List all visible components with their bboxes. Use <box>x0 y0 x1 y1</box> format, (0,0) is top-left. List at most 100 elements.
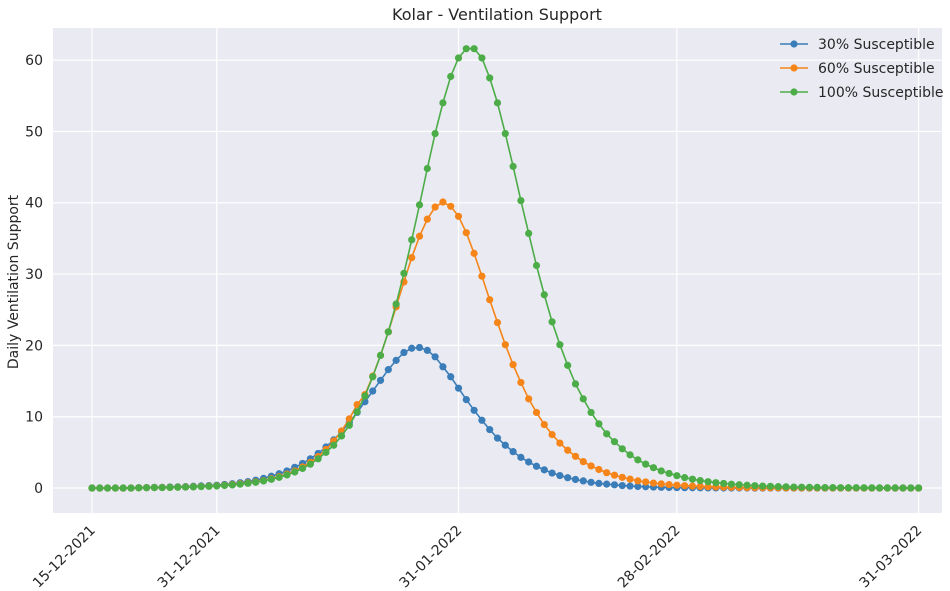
data-point <box>283 471 291 479</box>
data-point <box>720 479 728 488</box>
legend-label: 100% Susceptible <box>818 85 944 101</box>
data-point <box>642 478 650 486</box>
data-point <box>205 482 213 490</box>
data-point <box>298 464 307 473</box>
data-point <box>907 484 915 492</box>
data-point <box>681 474 689 482</box>
data-point <box>454 212 463 220</box>
data-point <box>665 481 673 489</box>
data-point <box>634 456 642 464</box>
data-point <box>532 261 541 270</box>
data-point <box>252 478 260 486</box>
data-point <box>603 469 611 477</box>
data-point <box>548 469 556 477</box>
grid-lines <box>53 28 942 513</box>
data-point <box>439 363 447 371</box>
data-point <box>634 482 642 491</box>
x-tick-label: 31-03-2022 <box>857 523 926 591</box>
data-point <box>119 484 127 492</box>
data-point <box>478 54 486 62</box>
legend-marker <box>790 88 798 96</box>
data-point <box>579 395 587 403</box>
data-point <box>439 198 447 206</box>
data-point <box>408 254 416 262</box>
data-point <box>618 445 626 453</box>
data-point <box>571 475 580 484</box>
data-point <box>431 353 439 361</box>
data-point <box>579 477 587 485</box>
data-point <box>540 291 548 299</box>
data-point <box>447 202 455 210</box>
data-point <box>681 482 689 490</box>
data-point <box>751 482 759 490</box>
data-point <box>556 341 564 349</box>
y-axis-ticks: 0 10 20 30 40 50 60 <box>25 53 43 497</box>
data-point <box>782 483 790 491</box>
data-point <box>345 421 353 429</box>
data-point <box>712 479 720 487</box>
data-point <box>595 420 603 428</box>
x-tick-label: 31-01-2022 <box>396 523 465 591</box>
data-point <box>158 483 166 492</box>
data-point <box>548 318 556 326</box>
data-point <box>665 469 673 478</box>
data-point <box>587 408 595 417</box>
data-point <box>439 99 447 107</box>
data-point <box>860 484 868 492</box>
data-point <box>759 482 767 490</box>
data-point <box>704 478 712 486</box>
data-point <box>532 462 541 470</box>
data-point <box>135 484 143 492</box>
data-point <box>486 296 494 304</box>
data-point <box>556 471 564 480</box>
data-point <box>150 484 158 492</box>
data-point <box>493 434 502 442</box>
data-point <box>384 366 392 374</box>
data-point <box>657 480 665 488</box>
data-point <box>626 451 634 459</box>
data-point <box>743 481 751 489</box>
data-point <box>501 341 509 349</box>
data-point <box>88 484 96 492</box>
data-point <box>829 484 837 492</box>
data-point <box>790 483 798 491</box>
data-point <box>462 395 470 404</box>
data-point <box>673 481 681 489</box>
data-point <box>314 455 322 463</box>
data-point <box>735 481 743 489</box>
data-point <box>688 475 697 483</box>
data-point <box>525 395 533 403</box>
data-point <box>376 376 385 384</box>
y-tick-label: 60 <box>25 53 43 69</box>
data-point <box>267 475 275 483</box>
data-point <box>868 484 876 492</box>
data-point <box>291 468 299 476</box>
data-point <box>805 483 814 491</box>
y-tick-label: 10 <box>25 410 43 426</box>
data-point <box>486 74 494 82</box>
y-tick-label: 40 <box>25 196 43 212</box>
data-point <box>96 484 104 492</box>
data-point <box>447 72 455 81</box>
legend-marker <box>790 40 798 48</box>
data-point <box>447 373 455 381</box>
data-point <box>649 464 658 472</box>
data-point <box>844 484 853 492</box>
data-point <box>509 162 517 170</box>
legend-marker <box>790 64 798 72</box>
data-point <box>673 472 681 480</box>
data-point <box>564 361 572 369</box>
data-point <box>899 484 907 492</box>
data-point <box>649 479 658 487</box>
data-point <box>501 129 509 138</box>
data-point <box>915 484 923 492</box>
data-point <box>766 482 775 490</box>
data-point <box>571 452 580 460</box>
data-point <box>415 343 424 352</box>
y-tick-label: 20 <box>25 338 43 354</box>
data-point <box>540 466 548 474</box>
data-point <box>696 482 704 491</box>
data-point <box>111 484 119 492</box>
chart-title: Kolar - Ventilation Support <box>392 5 602 24</box>
data-point <box>275 473 283 481</box>
